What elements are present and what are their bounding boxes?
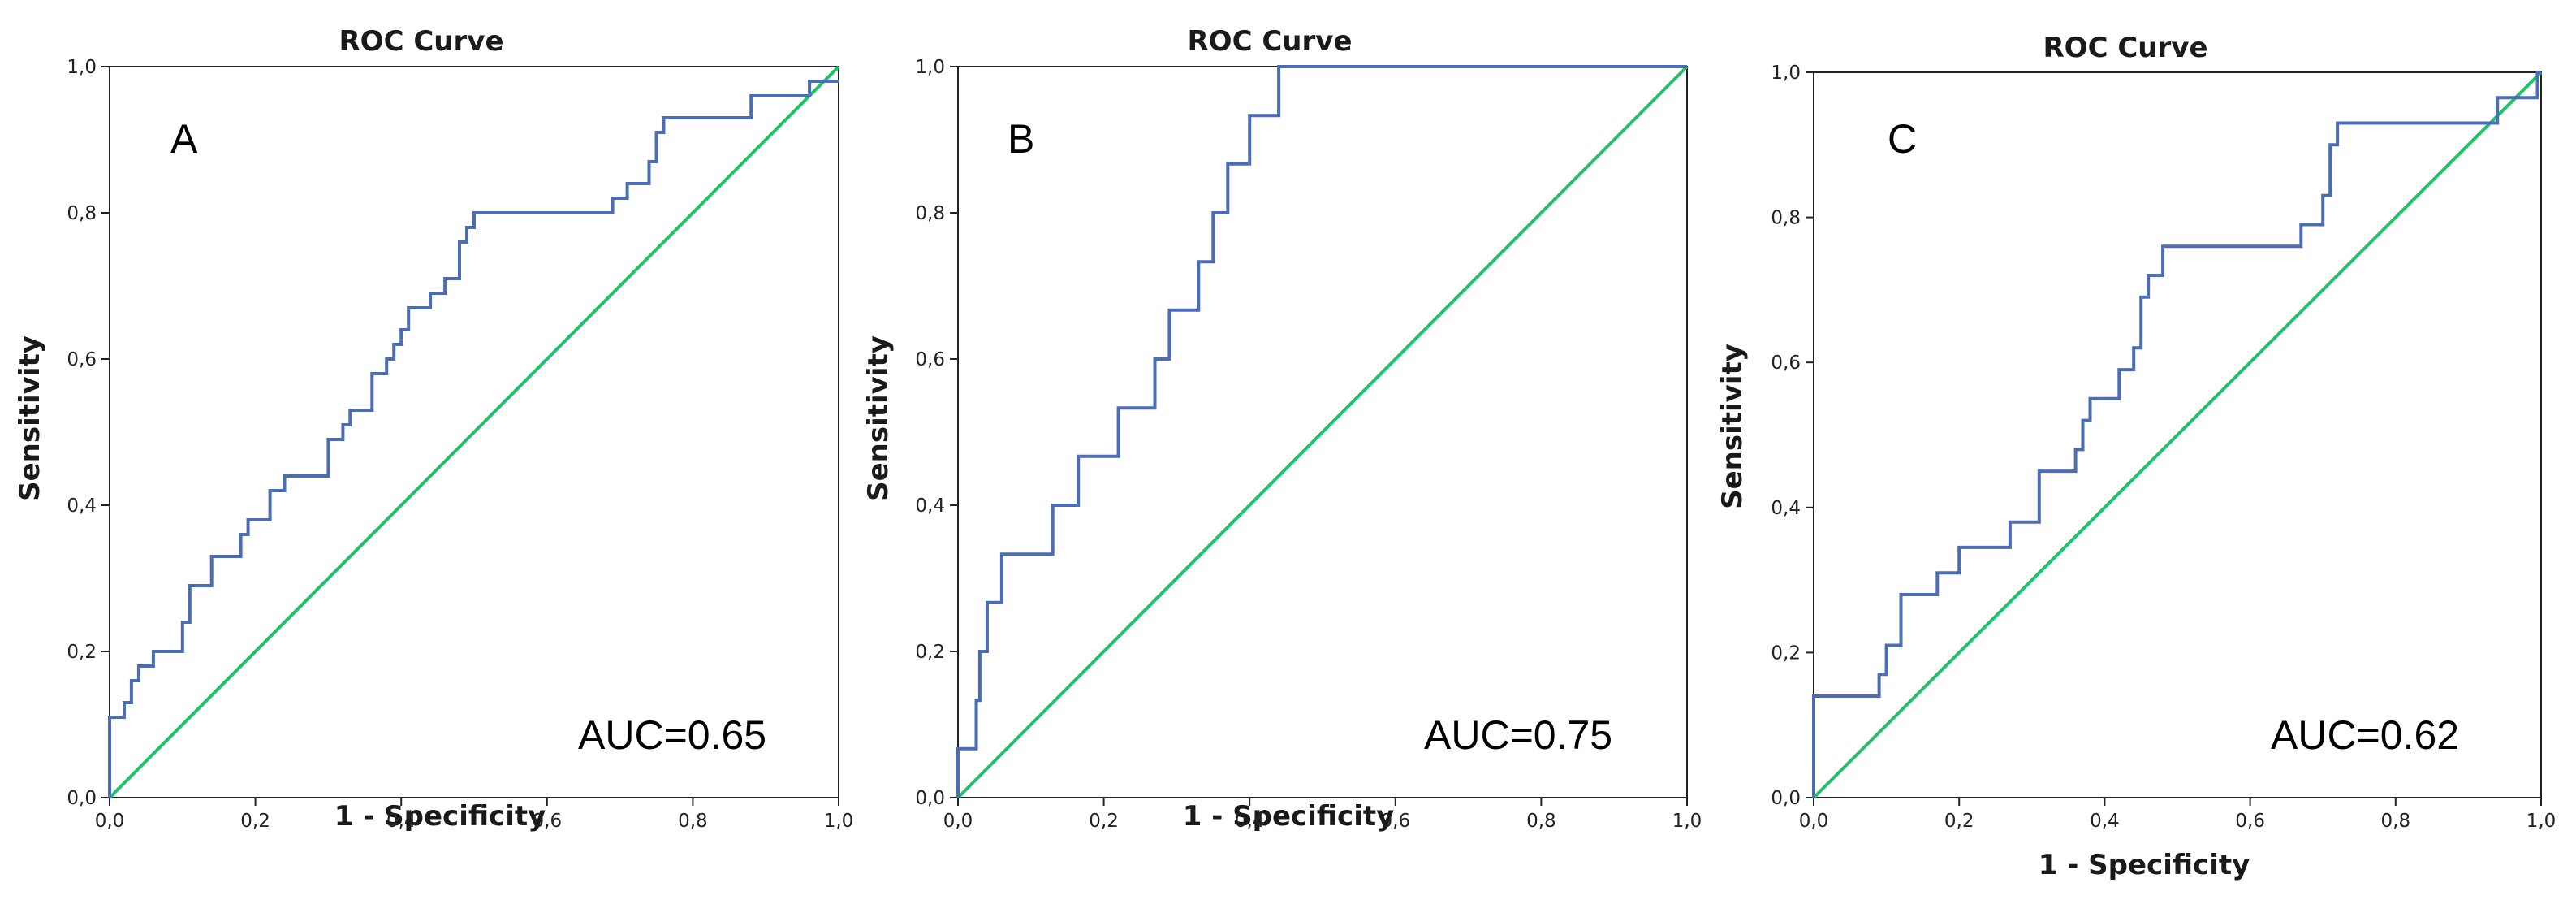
x-tick-label: 0,2 <box>240 811 270 832</box>
y-tick-label: 1,0 <box>67 57 97 78</box>
auc-label: AUC=0.75 <box>1424 712 1612 758</box>
y-tick-label: 0,8 <box>915 203 945 224</box>
x-tick-label: 0,0 <box>95 811 125 832</box>
y-tick-label: 0,0 <box>915 788 945 809</box>
reference-line <box>108 65 840 799</box>
roc-curve <box>108 80 839 798</box>
y-tick-label: 0,6 <box>915 349 945 370</box>
x-tick-label: 0,0 <box>943 811 973 832</box>
y-tick-label: 0,8 <box>1771 208 1801 229</box>
y-axis-label: Sensitivity <box>14 335 46 501</box>
y-tick-label: 0,8 <box>67 203 97 224</box>
y-tick-label: 0,6 <box>1771 353 1801 374</box>
x-tick-label: 0,6 <box>533 811 563 832</box>
x-tick-label: 0,2 <box>1944 811 1974 832</box>
x-tick-label: 0,8 <box>678 811 708 832</box>
chart-title: ROC Curve <box>1187 25 1352 58</box>
y-tick-label: 0,2 <box>1771 643 1801 664</box>
y-tick-label: 0,2 <box>915 642 945 663</box>
auc-label: AUC=0.65 <box>578 712 766 758</box>
reference-line <box>956 65 1689 799</box>
y-tick-label: 0,2 <box>67 642 97 663</box>
y-tick-label: 0,6 <box>67 349 97 370</box>
x-tick-label: 0,8 <box>1526 811 1556 832</box>
roc-curve <box>956 65 1687 798</box>
y-tick-label: 1,0 <box>915 57 945 78</box>
y-tick-label: 0,0 <box>1771 788 1801 809</box>
y-axis-label: Sensitivity <box>1716 344 1749 509</box>
chart-panel-a: ROC Curve Sensitivity 1 - Specificity A … <box>14 25 853 833</box>
y-tick-label: 0,4 <box>67 495 97 517</box>
chart-title: ROC Curve <box>2043 32 2207 64</box>
y-axis-label: Sensitivity <box>862 335 895 501</box>
panel-label: B <box>1008 116 1034 162</box>
x-tick-label: 0,4 <box>386 811 416 832</box>
y-tick-label: 0,4 <box>915 495 945 517</box>
plot-frame <box>109 66 839 798</box>
y-tick-label: 1,0 <box>1771 63 1801 84</box>
y-tick-label: 0,0 <box>67 788 97 809</box>
x-tick-label: 1,0 <box>1672 811 1702 832</box>
x-tick-label: 0,6 <box>2235 811 2265 832</box>
auc-label: AUC=0.62 <box>2271 712 2459 758</box>
x-tick-label: 0,4 <box>2090 811 2120 832</box>
x-tick-label: 0,8 <box>2381 811 2411 832</box>
plot-frame <box>1813 71 2542 798</box>
chart-title: ROC Curve <box>339 25 503 58</box>
chart-panel-c: ROC Curve Sensitivity 1 - Specificity C … <box>1716 32 2556 881</box>
x-axis-label: 1 - Specificity <box>334 800 546 833</box>
reference-line <box>1812 71 2543 799</box>
x-tick-label: 1,0 <box>824 811 854 832</box>
panel-label: C <box>1888 116 1917 162</box>
roc-curve <box>1812 71 2541 798</box>
x-tick-label: 1,0 <box>2526 811 2557 832</box>
x-tick-label: 0,0 <box>1799 811 1829 832</box>
x-axis-label: 1 - Specificity <box>2039 849 2250 881</box>
x-tick-label: 0,6 <box>1381 811 1411 832</box>
panel-label: A <box>170 116 198 162</box>
x-axis-label: 1 - Specificity <box>1183 800 1395 833</box>
x-tick-label: 0,4 <box>1235 811 1265 832</box>
y-tick-label: 0,4 <box>1771 498 1801 519</box>
x-tick-label: 0,2 <box>1089 811 1119 832</box>
chart-panel-b: ROC Curve Sensitivity 1 - Specificity B … <box>862 25 1702 833</box>
